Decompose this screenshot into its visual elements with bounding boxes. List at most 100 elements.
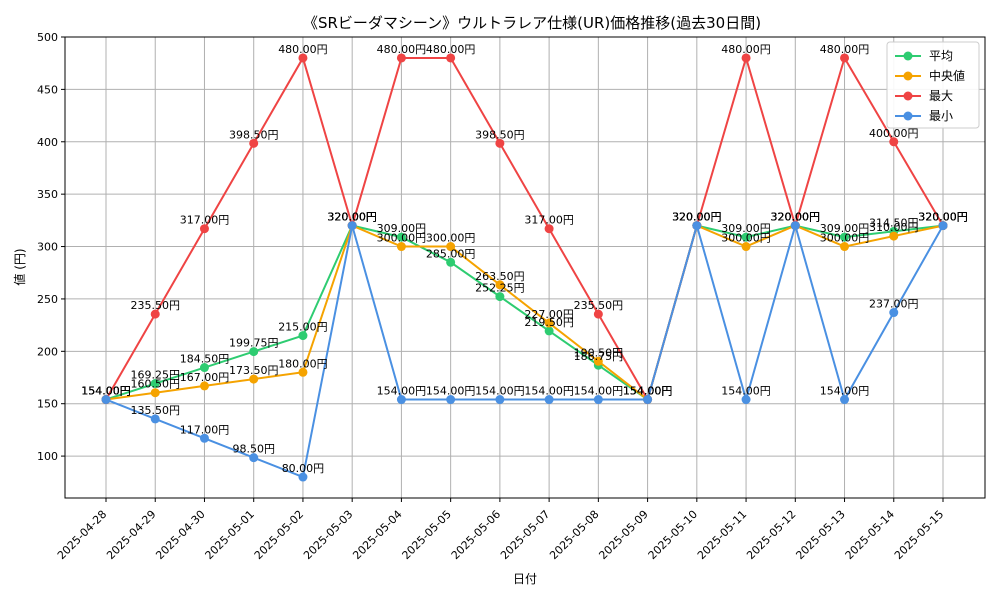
data-point — [938, 221, 948, 231]
x-tick-label: 2025-05-04 — [350, 508, 404, 562]
x-tick-label: 2025-04-29 — [104, 508, 158, 562]
series-line-1 — [105, 224, 944, 402]
data-point — [741, 395, 751, 405]
data-label: 480.00円 — [426, 43, 476, 56]
data-point — [298, 53, 308, 63]
data-point — [593, 395, 603, 405]
data-point — [446, 395, 456, 405]
data-point — [249, 347, 259, 357]
data-label: 117.00円 — [180, 423, 230, 436]
data-label: 480.00円 — [377, 43, 427, 56]
x-tick-label: 2025-05-08 — [547, 508, 601, 562]
data-point — [544, 224, 554, 234]
data-label: 237.00円 — [869, 298, 919, 311]
x-tick-label: 2025-05-06 — [449, 508, 503, 562]
x-tick-label: 2025-05-03 — [301, 508, 355, 562]
legend-label: 最大 — [929, 89, 953, 103]
data-label: 154.00円 — [721, 385, 771, 398]
data-point — [150, 414, 160, 424]
data-label: 320.00円 — [771, 211, 821, 224]
data-point — [840, 242, 850, 252]
data-point — [150, 379, 160, 389]
data-label: 320.00円 — [672, 211, 722, 224]
data-label: 320.00円 — [327, 211, 377, 224]
data-label: 235.50円 — [574, 299, 624, 312]
data-point — [790, 221, 800, 231]
data-label: 314.50円 — [869, 216, 919, 229]
data-label: 320.00円 — [918, 211, 968, 224]
data-label: 398.50円 — [229, 128, 279, 141]
data-label: 173.50円 — [229, 364, 279, 377]
data-label: 167.00円 — [180, 371, 230, 384]
data-point — [396, 53, 406, 63]
data-point — [495, 395, 505, 405]
legend-marker — [903, 111, 913, 121]
data-label: 154.00円 — [81, 385, 131, 398]
data-label: 317.00円 — [180, 214, 230, 227]
data-point — [298, 472, 308, 482]
legend-marker — [903, 51, 913, 61]
data-label: 480.00円 — [721, 43, 771, 56]
data-label: 320.00円 — [918, 211, 968, 224]
data-label: 215.00円 — [278, 321, 328, 334]
series-line-2 — [105, 54, 944, 403]
data-label: 480.00円 — [278, 43, 328, 56]
x-tick-label: 2025-05-07 — [498, 508, 552, 562]
data-label: 154.00円 — [623, 385, 673, 398]
data-point — [544, 395, 554, 405]
data-label: 263.50円 — [475, 270, 525, 283]
data-label: 398.50円 — [475, 128, 525, 141]
data-label: 300.00円 — [426, 232, 476, 245]
data-label: 300.00円 — [721, 232, 771, 245]
legend-label: 平均 — [929, 49, 953, 63]
y-tick-label: 250 — [37, 293, 58, 306]
data-point — [199, 224, 209, 234]
y-tick-label: 400 — [37, 136, 58, 149]
x-tick-label: 2025-05-09 — [596, 508, 650, 562]
data-label: 320.00円 — [672, 211, 722, 224]
data-label: 154.00円 — [81, 385, 131, 398]
data-label: 154.00円 — [574, 385, 624, 398]
data-label: 199.75円 — [229, 337, 279, 350]
data-label: 252.25円 — [475, 282, 525, 295]
data-label: 227.00円 — [524, 308, 574, 321]
x-tick-label: 2025-05-05 — [400, 508, 454, 562]
data-label: 320.00円 — [327, 211, 377, 224]
data-label: 320.00円 — [918, 211, 968, 224]
data-label: 320.00円 — [771, 211, 821, 224]
data-point — [298, 367, 308, 377]
data-point — [347, 221, 357, 231]
data-point — [741, 53, 751, 63]
x-tick-label: 2025-05-15 — [892, 508, 946, 562]
data-label: 154.00円 — [623, 385, 673, 398]
data-point — [199, 363, 209, 373]
data-point — [889, 137, 899, 147]
data-point — [741, 242, 751, 252]
data-label: 309.00円 — [820, 222, 870, 235]
data-point — [396, 395, 406, 405]
data-label: 154.00円 — [377, 385, 427, 398]
data-label: 180.00円 — [278, 357, 328, 370]
data-label: 480.00円 — [820, 43, 870, 56]
data-point — [298, 331, 308, 341]
data-label: 154.00円 — [623, 385, 673, 398]
data-point — [495, 138, 505, 148]
data-label: 186.75円 — [574, 350, 624, 363]
data-label: 98.50円 — [232, 443, 275, 456]
y-tick-label: 200 — [37, 345, 58, 358]
data-point — [396, 242, 406, 252]
y-tick-label: 350 — [37, 188, 58, 201]
legend-marker — [903, 91, 913, 101]
data-point — [889, 308, 899, 318]
data-label: 320.00円 — [771, 211, 821, 224]
data-point — [544, 318, 554, 328]
data-point — [840, 232, 850, 242]
data-point — [593, 309, 603, 319]
data-point — [544, 326, 554, 336]
series-line-0 — [105, 224, 944, 402]
data-point — [150, 309, 160, 319]
data-point — [101, 395, 111, 405]
x-axis-label: 日付 — [513, 572, 537, 586]
data-point — [249, 453, 259, 463]
